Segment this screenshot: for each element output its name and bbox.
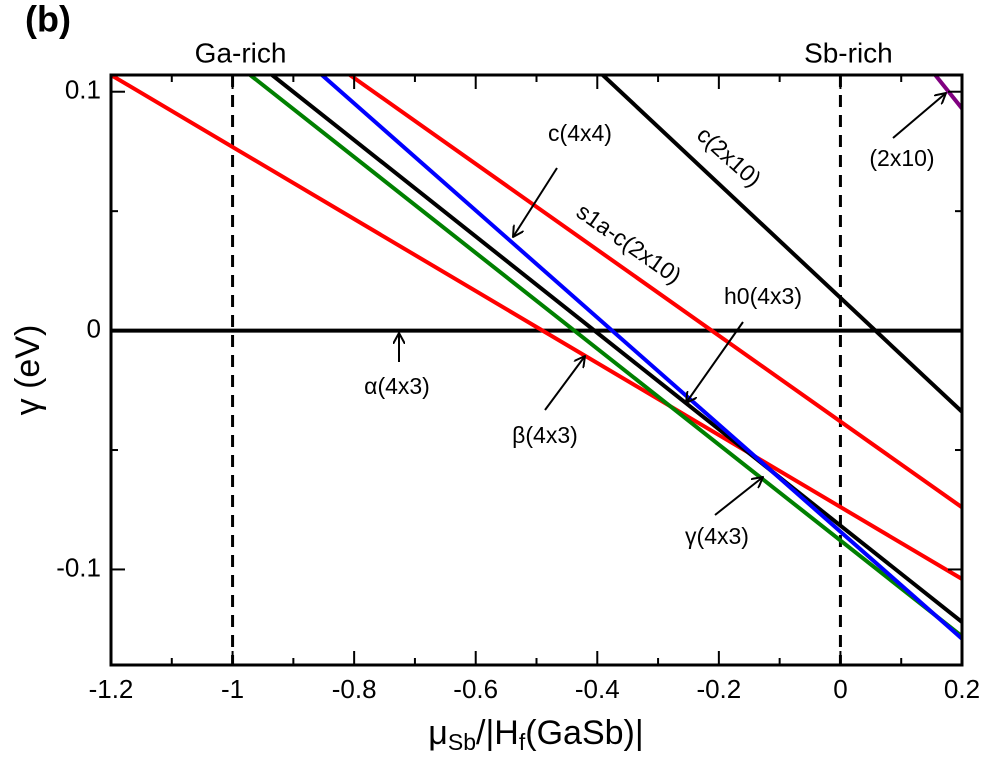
x-tick-label: -1.2: [89, 674, 134, 704]
series-annotation: (2x10): [869, 145, 934, 171]
x-axis-label: μSb/|Hf(GaSb)|: [428, 714, 643, 755]
x-label-part: (GaSb)|: [525, 714, 643, 752]
x-label-part: f: [519, 729, 526, 755]
plot-area: [111, 75, 962, 665]
series-line: [248, 75, 962, 638]
x-label-part: μ: [428, 714, 448, 752]
series-line: [348, 75, 962, 509]
plot-frame: [109, 73, 964, 667]
annotation-arrow: [686, 321, 744, 403]
series-line: [270, 75, 962, 624]
x-tick-label: 0.2: [944, 674, 980, 704]
annotation-arrow: [513, 167, 558, 237]
reference-label: Sb-rich: [804, 37, 893, 68]
y-axis-label: γ (eV): [9, 325, 47, 416]
x-tick-label: -0.4: [575, 674, 620, 704]
x-tick-label: -0.6: [453, 674, 498, 704]
series-annotation: β(4x3): [512, 422, 578, 448]
x-tick-label: -0.2: [696, 674, 741, 704]
series-annotation: c(4x4): [548, 120, 612, 146]
series-annotation: h0(4x3): [724, 283, 802, 309]
x-label-part: /|H: [476, 714, 519, 752]
series-line: [320, 75, 962, 641]
series-annotation: α(4x3): [364, 373, 430, 399]
series-annotation: γ(4x3): [685, 523, 749, 549]
series-line: [111, 75, 962, 581]
series-annotation: c(2x10): [692, 121, 766, 192]
x-tick-label: -1: [221, 674, 244, 704]
annotation-arrow: [892, 93, 946, 139]
annotation-arrow: [544, 356, 585, 411]
x-tick-label: 0: [833, 674, 847, 704]
annotation-arrow: [714, 477, 763, 516]
panel-label: (b): [25, 0, 71, 40]
y-tick-label: 0: [87, 313, 101, 343]
reference-label: Ga-rich: [195, 37, 287, 68]
x-label-part: Sb: [448, 729, 476, 755]
x-tick-label: -0.8: [332, 674, 377, 704]
y-tick-label: -0.1: [56, 552, 101, 582]
series-line: [601, 75, 962, 414]
y-tick-label: 0.1: [65, 75, 101, 105]
